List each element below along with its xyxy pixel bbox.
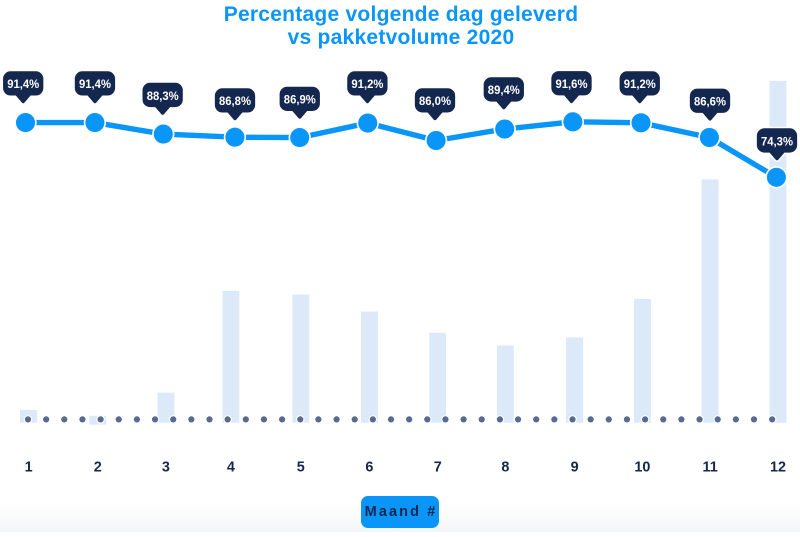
svg-text:91,4%: 91,4%: [79, 77, 111, 91]
svg-text:86,9%: 86,9%: [284, 93, 316, 107]
svg-text:86,6%: 86,6%: [694, 95, 726, 109]
svg-text:91,2%: 91,2%: [624, 77, 656, 91]
svg-text:10: 10: [634, 459, 650, 475]
svg-text:6: 6: [365, 459, 373, 475]
svg-text:91,6%: 91,6%: [556, 77, 588, 91]
svg-text:4: 4: [227, 459, 235, 475]
svg-text:9: 9: [571, 459, 579, 475]
svg-text:7: 7: [434, 459, 442, 475]
svg-text:88,3%: 88,3%: [147, 89, 179, 103]
svg-text:3: 3: [162, 459, 170, 475]
svg-text:11: 11: [702, 459, 717, 475]
svg-text:12: 12: [770, 459, 786, 475]
svg-text:89,4%: 89,4%: [488, 83, 520, 97]
svg-text:8: 8: [501, 459, 509, 475]
svg-text:86,8%: 86,8%: [219, 94, 251, 108]
svg-text:74,3%: 74,3%: [761, 134, 793, 148]
svg-text:2: 2: [94, 459, 102, 475]
svg-text:91,4%: 91,4%: [7, 77, 39, 91]
svg-text:5: 5: [297, 459, 305, 475]
svg-text:1: 1: [25, 459, 33, 475]
svg-text:91,2%: 91,2%: [351, 77, 383, 91]
svg-text:86,0%: 86,0%: [419, 94, 451, 108]
